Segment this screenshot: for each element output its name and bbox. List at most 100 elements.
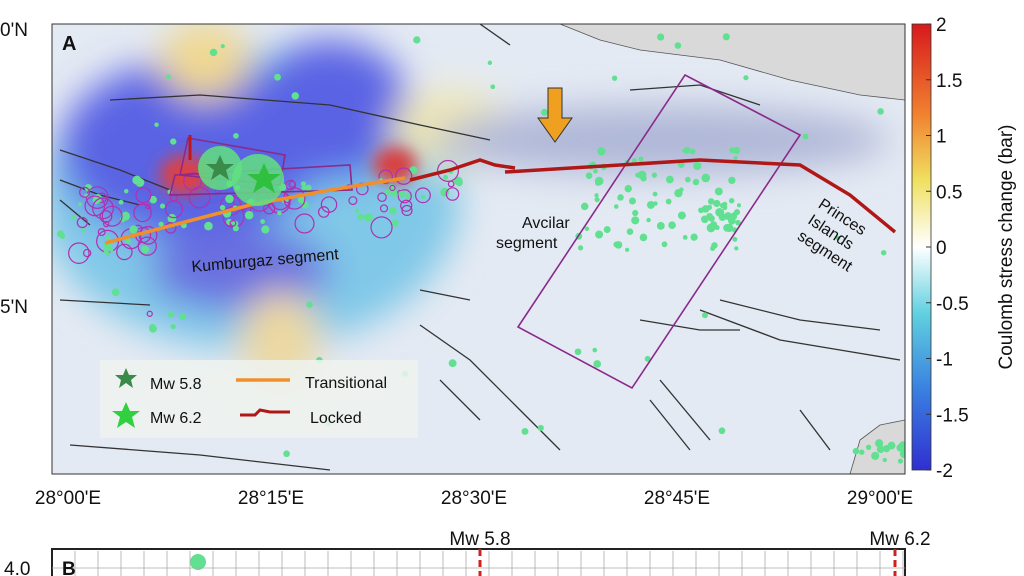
- map: A Kumburgaz segment Avcilar segment Prin…: [52, 24, 905, 474]
- event-dot: [631, 216, 640, 225]
- event-dot: [585, 172, 593, 180]
- event-dot: [81, 228, 86, 233]
- event-dot: [297, 195, 306, 204]
- event-dot: [364, 213, 373, 222]
- event-dot: [631, 158, 637, 163]
- event-dot: [677, 211, 686, 220]
- event-dot: [707, 198, 715, 205]
- lat-label: 5'N: [0, 297, 28, 318]
- segment-label: segment: [496, 235, 558, 252]
- event-dot: [603, 226, 611, 234]
- event-dot: [219, 204, 226, 211]
- event-dot: [852, 447, 860, 455]
- event-circle: [397, 189, 412, 204]
- event-dot: [391, 219, 399, 227]
- event-circle: [436, 159, 460, 182]
- event-circle: [379, 204, 389, 213]
- event-dot: [722, 201, 728, 207]
- event-dot: [357, 213, 365, 221]
- event-dot: [692, 178, 700, 186]
- event-dot: [129, 225, 138, 234]
- transitional-fault: [104, 176, 406, 245]
- event-circle: [164, 200, 183, 219]
- event-circle: [135, 187, 152, 204]
- colorbar-tick-label: -0.5: [936, 294, 969, 315]
- event-dot: [487, 60, 493, 65]
- event-dot: [897, 458, 904, 464]
- event-dot: [521, 427, 529, 435]
- event-dot: [220, 44, 225, 49]
- event-dot: [802, 133, 809, 140]
- lon-label: 28°15'E: [238, 488, 304, 509]
- segment-label: Avcilar: [522, 215, 570, 232]
- event-dot: [693, 161, 702, 171]
- event-dot: [124, 188, 129, 194]
- event-dot: [882, 457, 887, 463]
- event-circle: [84, 195, 106, 217]
- event-dot: [149, 195, 157, 204]
- colorbar-tick-label: 0.5: [936, 182, 962, 203]
- event-dot: [646, 200, 655, 209]
- event-dot: [384, 189, 390, 195]
- event-dot: [141, 245, 149, 254]
- event-dot: [679, 187, 684, 192]
- colorbar-tick-label: 1.5: [936, 71, 962, 92]
- event-dot: [887, 441, 896, 450]
- event-dot: [291, 92, 299, 100]
- event-circle: [447, 180, 455, 188]
- event-dot: [389, 207, 397, 215]
- event-dot: [725, 223, 734, 233]
- colorbar-tick-label: -2: [936, 461, 953, 482]
- event-dot: [638, 156, 644, 162]
- event-circle: [137, 236, 157, 256]
- lat-label: 0'N: [0, 20, 28, 41]
- event-circle: [82, 248, 92, 258]
- marker-label: Mw 6.2: [869, 529, 930, 550]
- event-circle: [116, 243, 133, 261]
- event-circle: [414, 187, 431, 204]
- event-dot: [714, 225, 720, 231]
- event-dot: [78, 202, 83, 207]
- event-dot: [440, 187, 450, 197]
- event-dot: [226, 218, 233, 226]
- event-dot: [111, 288, 120, 297]
- event-dot: [706, 223, 716, 233]
- event-dot: [103, 249, 109, 254]
- event-dot: [626, 228, 634, 235]
- event-dot: [661, 241, 668, 248]
- event-dot: [715, 207, 724, 217]
- event-circle: [445, 187, 460, 201]
- event-dot: [624, 184, 632, 193]
- event-dot: [711, 242, 718, 249]
- event-dot: [577, 245, 584, 251]
- colorbar-tick-label: -1.5: [936, 405, 969, 426]
- panel-label: B: [62, 559, 76, 576]
- event-dot: [875, 439, 884, 448]
- event-dot: [305, 184, 312, 192]
- event-dot: [613, 241, 620, 248]
- event-dot: [714, 187, 723, 196]
- event-dot: [683, 146, 691, 154]
- event-dot: [244, 210, 254, 220]
- colorbar-ticks: 2 1.5 1 0.5 0 -0.5 -1 -1.5 -2: [926, 15, 969, 482]
- event-dot: [877, 108, 884, 115]
- event-dot: [159, 203, 166, 209]
- event-dot: [722, 33, 730, 41]
- star-mw58: [206, 155, 234, 180]
- event-dot: [59, 233, 66, 239]
- colorbar-title: Coulomb stress change (bar): [996, 125, 1017, 370]
- event-dot: [71, 215, 77, 221]
- event-dot: [301, 185, 307, 191]
- event-dot: [389, 189, 398, 197]
- event-dot: [584, 226, 590, 232]
- event-dot: [656, 221, 665, 230]
- event-dot: [835, 236, 841, 241]
- event-dot: [354, 208, 360, 213]
- event-dot: [274, 73, 281, 81]
- event-dot: [105, 235, 111, 241]
- event-dot: [170, 138, 177, 145]
- event-dot: [398, 190, 406, 198]
- event-dot: [592, 347, 598, 353]
- event-circle: [101, 205, 123, 227]
- event-dot: [179, 313, 187, 320]
